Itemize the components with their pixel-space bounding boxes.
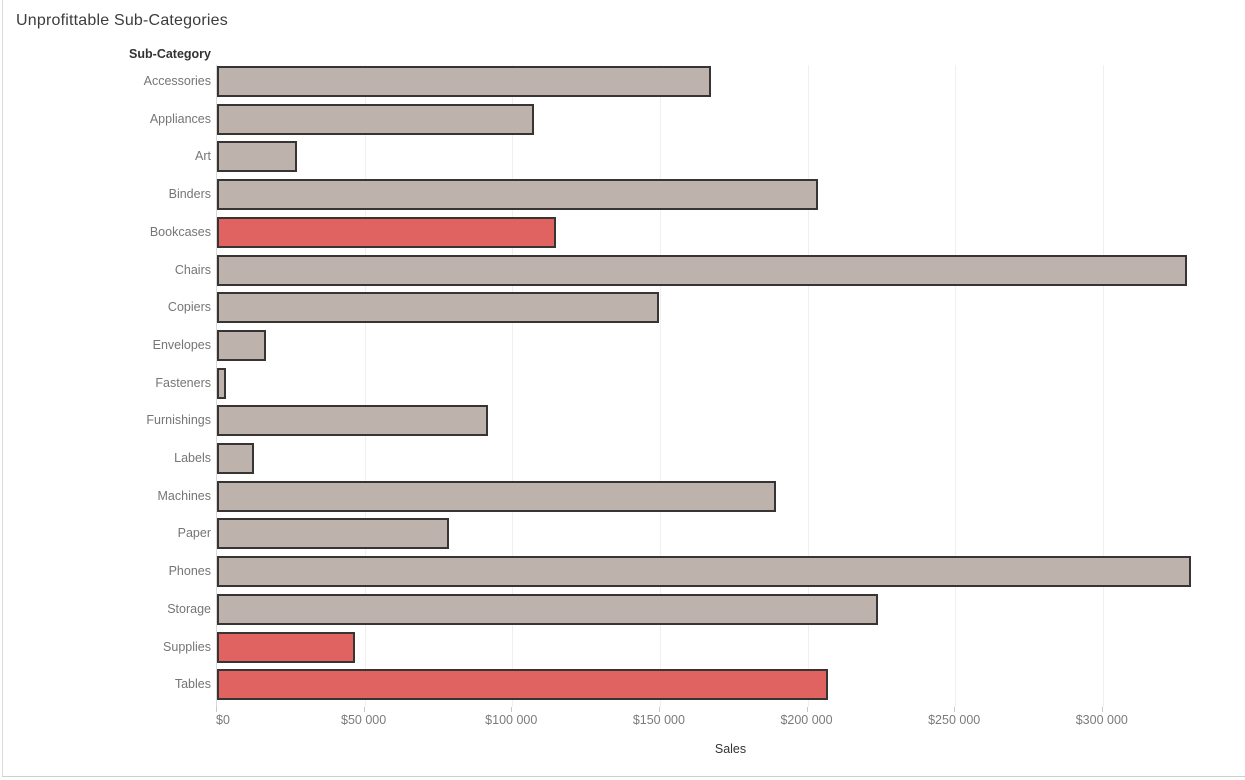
x-tick-label: $50 000 [341, 713, 387, 727]
bar-phones[interactable] [217, 556, 1192, 588]
bar-envelopes[interactable] [217, 329, 266, 361]
x-tick-mark [216, 707, 217, 712]
x-tick-mark [1101, 707, 1103, 712]
gridline [807, 65, 809, 707]
category-label-labels[interactable]: Labels [174, 451, 211, 465]
bar-chairs[interactable] [217, 254, 1187, 286]
category-label-binders[interactable]: Binders [168, 187, 211, 202]
bar-binders[interactable] [217, 179, 818, 211]
category-label-bookcases[interactable]: Bookcases [149, 224, 211, 239]
bar-storage[interactable] [217, 593, 878, 625]
x-axis: $0 $50 000 $100 000 $150 000 $200 000 $250 00… [216, 707, 1245, 741]
category-label-phones[interactable]: Phones [168, 564, 211, 579]
x-tick-mark [806, 707, 808, 712]
category-label-art[interactable]: Art [195, 149, 211, 164]
frame-border-left [2, 0, 3, 777]
category-label-tables[interactable]: Tables [174, 677, 211, 692]
bar-tables[interactable] [217, 669, 829, 701]
category-label-storage[interactable]: Storage [167, 601, 211, 616]
plot-area [216, 65, 1245, 707]
row-header-sub-category: Sub-Category [129, 47, 211, 61]
x-tick-label: $250 000 [928, 713, 981, 727]
x-tick-mark [658, 707, 660, 712]
x-tick-label: $200 000 [780, 713, 833, 727]
bar-paper[interactable] [217, 518, 449, 550]
x-tick-label: $150 000 [632, 713, 685, 727]
category-label-envelopes[interactable]: Envelopes [152, 337, 211, 352]
chart-title: Unprofittable Sub-Categories [16, 12, 228, 29]
bar-supplies[interactable] [217, 631, 355, 663]
bar-machines[interactable] [217, 480, 776, 512]
category-label-supplies[interactable]: Supplies [163, 639, 211, 654]
frame-border-bottom [2, 776, 1245, 777]
gridline [512, 65, 514, 707]
x-tick-mark [954, 707, 956, 712]
gridline [659, 65, 661, 707]
bar-furnishings[interactable] [217, 405, 488, 437]
x-tick-mark [363, 707, 365, 712]
bar-accessories[interactable] [217, 66, 712, 97]
bar-copiers[interactable] [217, 292, 659, 324]
x-axis-title: Sales [714, 742, 747, 756]
bar-appliances[interactable] [217, 103, 535, 135]
category-label-fasteners[interactable]: Fasteners [155, 375, 211, 390]
bar-art[interactable] [217, 141, 298, 173]
category-label-accessories[interactable]: Accessories [143, 74, 211, 88]
category-label-paper[interactable]: Paper [177, 526, 211, 541]
category-label-appliances[interactable]: Appliances [149, 111, 211, 126]
bar-fasteners[interactable] [217, 367, 226, 399]
x-tick-label: $300 000 [1075, 713, 1128, 727]
x-tick-mark [511, 707, 513, 712]
category-label-copiers[interactable]: Copiers [167, 300, 211, 315]
bar-labels[interactable] [217, 443, 254, 474]
gridline [364, 65, 366, 707]
category-label-furnishings[interactable]: Furnishings [146, 413, 211, 428]
category-label-chairs[interactable]: Chairs [174, 262, 211, 277]
gridline [1102, 65, 1104, 707]
category-label-machines[interactable]: Machines [157, 488, 212, 503]
bar-bookcases[interactable] [217, 216, 557, 248]
x-tick-label: $0 [216, 713, 230, 727]
x-tick-label: $100 000 [485, 713, 538, 727]
gridline [955, 65, 957, 707]
